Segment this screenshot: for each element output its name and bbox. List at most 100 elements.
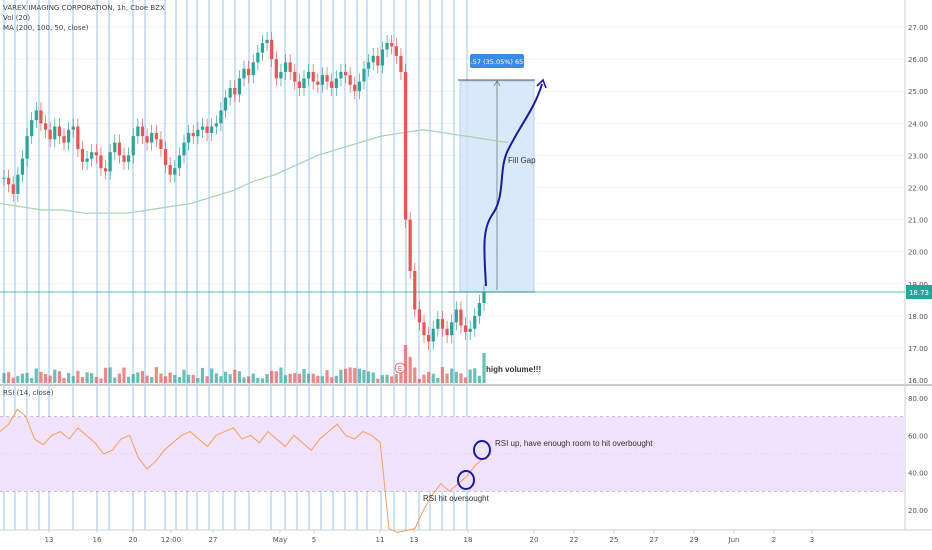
volume-bar xyxy=(468,369,472,383)
high-volume-label: high volume!!! xyxy=(486,365,541,374)
date-tick-label: 13 xyxy=(45,536,54,544)
candle-body xyxy=(108,152,112,172)
candle-body xyxy=(57,126,61,137)
candle-body xyxy=(71,126,75,130)
candle-body xyxy=(468,328,472,332)
candle-body xyxy=(463,325,468,332)
price-tick-label: 25.00 xyxy=(908,88,928,96)
volume-bar xyxy=(357,368,361,383)
volume-bar xyxy=(2,373,6,383)
candle-body xyxy=(357,81,361,92)
volume-bar xyxy=(25,372,29,383)
volume-bar xyxy=(113,377,117,383)
candle-body xyxy=(214,123,218,127)
volume-bar xyxy=(11,377,15,383)
volume-bar xyxy=(159,373,163,383)
volume-bar xyxy=(293,373,297,383)
session-line xyxy=(196,0,198,530)
volume-bar xyxy=(200,367,205,383)
price-pane xyxy=(0,0,905,384)
volume-bar xyxy=(260,378,265,383)
volume-bar xyxy=(279,367,283,383)
candle-body xyxy=(34,110,38,121)
date-tick-label: 25 xyxy=(610,536,619,544)
volume-bar xyxy=(233,369,237,383)
session-line xyxy=(3,0,5,530)
volume-bar xyxy=(154,367,158,383)
session-line xyxy=(175,0,177,530)
candle-body xyxy=(445,328,449,336)
date-tick-label: 20 xyxy=(129,536,138,544)
price-tag: 18.73 xyxy=(909,289,929,297)
candle-body xyxy=(20,158,25,175)
volume-bar xyxy=(288,373,292,383)
price-tick-label: 22.00 xyxy=(908,185,928,193)
candle-body xyxy=(122,155,126,162)
session-line xyxy=(441,0,443,530)
candle-body xyxy=(191,132,195,137)
session-line xyxy=(418,0,420,530)
fill-gap-arrowhead xyxy=(536,78,547,89)
earnings-marker xyxy=(394,362,406,374)
volume-bar xyxy=(43,374,48,383)
candle-body xyxy=(477,303,481,316)
candle-body xyxy=(436,319,440,329)
grid xyxy=(0,26,905,381)
rsi-oversold-label: RSI hit oversought xyxy=(423,494,490,503)
date-tick-label: 29 xyxy=(690,536,699,544)
volume-bar xyxy=(71,376,75,383)
candle-body xyxy=(362,68,366,82)
rsi-axis: 80.00 60.00 40.00 20.00 xyxy=(908,395,928,515)
candle-body xyxy=(173,168,177,175)
session-line xyxy=(405,0,407,530)
candle-body xyxy=(228,87,232,98)
session-line xyxy=(208,0,210,530)
candle-body xyxy=(367,62,371,69)
volume-bar xyxy=(256,377,260,383)
candle-body xyxy=(219,110,223,124)
volume-bar xyxy=(214,373,218,383)
candle-body xyxy=(127,155,131,162)
candle-body xyxy=(145,136,149,143)
volume-bar xyxy=(450,368,454,383)
date-tick-label: 27 xyxy=(209,536,218,544)
candle-body xyxy=(140,126,145,137)
volume-bar xyxy=(362,370,366,383)
candles xyxy=(2,31,486,350)
price-tick-label: 18.00 xyxy=(908,313,928,321)
volume-bar xyxy=(191,374,195,383)
candle-body xyxy=(48,129,52,140)
candle-body xyxy=(99,155,103,169)
session-line xyxy=(284,0,286,530)
volume-bar xyxy=(34,368,38,383)
date-tick-label: 11 xyxy=(376,536,385,544)
volume-bar xyxy=(482,353,486,383)
volume-bar xyxy=(265,374,269,383)
volume-bar xyxy=(343,368,348,383)
volume-bar xyxy=(376,378,380,383)
volume-bar xyxy=(408,357,412,383)
candle-body xyxy=(293,71,297,82)
candle-body xyxy=(205,126,209,133)
volume-bar xyxy=(127,376,131,383)
volume-bar xyxy=(297,373,301,383)
volume-bar xyxy=(399,370,403,383)
vol-legend: Vol (20) xyxy=(3,14,31,22)
volume-bar xyxy=(223,371,228,383)
candle-body xyxy=(90,152,94,159)
volume-bar xyxy=(30,378,34,383)
candle-body xyxy=(440,319,445,329)
candle-body xyxy=(247,68,251,76)
volume-bar xyxy=(459,373,463,383)
volume-bar xyxy=(320,376,325,383)
rsi-oversold-circle xyxy=(457,470,475,490)
candle-body xyxy=(413,270,417,310)
volume-bar xyxy=(473,368,477,383)
price-tick-label: 23.00 xyxy=(908,152,928,160)
volume-bar xyxy=(39,371,43,383)
measure-label: 6.57 (35.05%) 657 xyxy=(467,58,528,66)
candle-body xyxy=(256,52,260,63)
session-line xyxy=(380,0,382,530)
volume-bar xyxy=(53,369,57,383)
